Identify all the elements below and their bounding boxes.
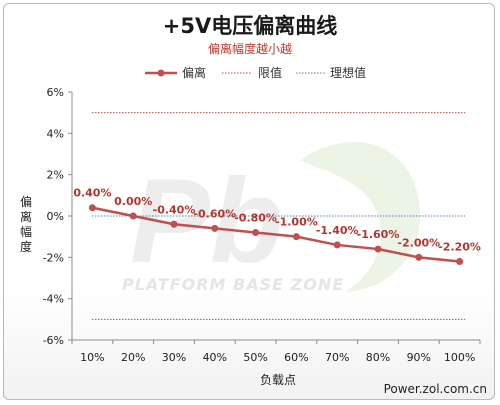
data-point xyxy=(456,257,464,265)
data-point xyxy=(292,233,300,241)
legend-label-ideal: 理想值 xyxy=(330,65,366,80)
plot-area: -6% -4% -2% 0% 2% 4% 6% 10% 20% 30% 40% 50% 60% 70% 80… xyxy=(43,86,481,364)
legend-label-series: 偏离 xyxy=(182,65,206,80)
data-label: -0.40% xyxy=(153,203,196,216)
data-point xyxy=(415,253,423,261)
legend: 偏离 限值 理想值 xyxy=(145,65,366,80)
data-label: -2.20% xyxy=(438,240,481,253)
y-tick-label: 2% xyxy=(47,169,64,182)
legend-marker-series xyxy=(157,69,165,77)
watermark-logo-shape xyxy=(300,141,420,292)
y-axis-title-char: 偏 xyxy=(20,194,32,209)
data-label: -1.00% xyxy=(275,216,318,229)
data-label: 0.40% xyxy=(73,187,111,200)
data-label: -1.40% xyxy=(316,224,359,237)
watermark-text: PLATFORM BASE ZONE xyxy=(122,275,344,294)
y-axis-title-char: 度 xyxy=(20,239,32,254)
x-axis-title: 负载点 xyxy=(260,373,296,387)
y-tick-label: 4% xyxy=(47,127,64,140)
x-tick-label: 70% xyxy=(325,351,349,364)
y-tick-label: 6% xyxy=(47,86,64,99)
x-tick-label: 30% xyxy=(162,351,186,364)
data-point xyxy=(129,212,137,220)
chart-title: +5V电压偏离曲线 xyxy=(163,14,337,38)
y-axis-title: 偏离幅度 xyxy=(20,194,32,254)
x-tick-label: 80% xyxy=(366,351,390,364)
x-tick-label: 10% xyxy=(80,351,104,364)
data-point xyxy=(374,245,382,253)
y-tick-label: -2% xyxy=(43,251,64,264)
data-label: -0.60% xyxy=(193,207,236,220)
data-label: -1.60% xyxy=(357,228,400,241)
y-tick-label: 0% xyxy=(47,210,64,223)
x-tick-label: 20% xyxy=(121,351,145,364)
y-tick-label: -4% xyxy=(43,293,64,306)
y-axis-title-char: 离 xyxy=(20,209,32,224)
x-tick-label: 100% xyxy=(444,351,475,364)
y-tick-label: -6% xyxy=(43,334,64,347)
x-tick-label: 50% xyxy=(243,351,267,364)
y-axis-title-char: 幅 xyxy=(20,224,32,239)
legend-label-limit: 限值 xyxy=(258,65,282,80)
data-label: -2.00% xyxy=(397,236,440,249)
x-tick-label: 40% xyxy=(203,351,227,364)
series-line xyxy=(92,206,460,263)
footer-source: Power.zol.com.cn xyxy=(384,382,487,396)
chart-subtitle: 偏离幅度越小越 xyxy=(208,41,292,56)
data-label: -0.80% xyxy=(234,212,277,225)
data-point xyxy=(333,241,341,249)
data-label: 0.00% xyxy=(114,195,152,208)
x-tick-label: 90% xyxy=(407,351,431,364)
data-point xyxy=(170,220,178,228)
data-point xyxy=(211,224,219,232)
data-point xyxy=(252,229,260,237)
data-point xyxy=(88,204,96,212)
x-tick-label: 60% xyxy=(284,351,308,364)
